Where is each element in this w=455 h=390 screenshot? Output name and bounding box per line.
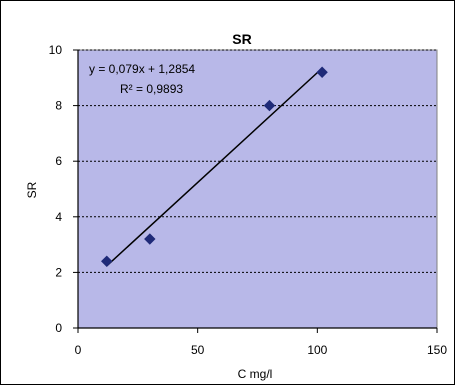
data-point [263,99,276,112]
y-axis-label: SR [25,181,39,198]
x-tick-label: 50 [191,343,205,357]
x-tick-label: 0 [75,343,82,357]
data-point [101,255,113,267]
y-tick-label: 0 [55,321,62,335]
trendline [106,67,323,267]
y-tick-label: 8 [55,99,62,113]
y-tick-label: 4 [55,210,62,224]
plot-background [77,49,438,329]
x-tick-label: 100 [307,343,327,357]
data-point [144,233,156,245]
r-squared-label: R² = 0,9893 [120,82,183,96]
y-tick-label: 2 [55,265,62,279]
y-tick-label: 6 [55,154,62,168]
data-point [316,66,328,78]
x-axis-label: C mg/l [238,367,273,381]
trendline-equation: y = 0,079x + 1,2854 [89,62,195,76]
y-tick-label: 10 [49,43,63,57]
chart-title: SR [232,31,251,47]
x-tick-label: 150 [427,343,447,357]
